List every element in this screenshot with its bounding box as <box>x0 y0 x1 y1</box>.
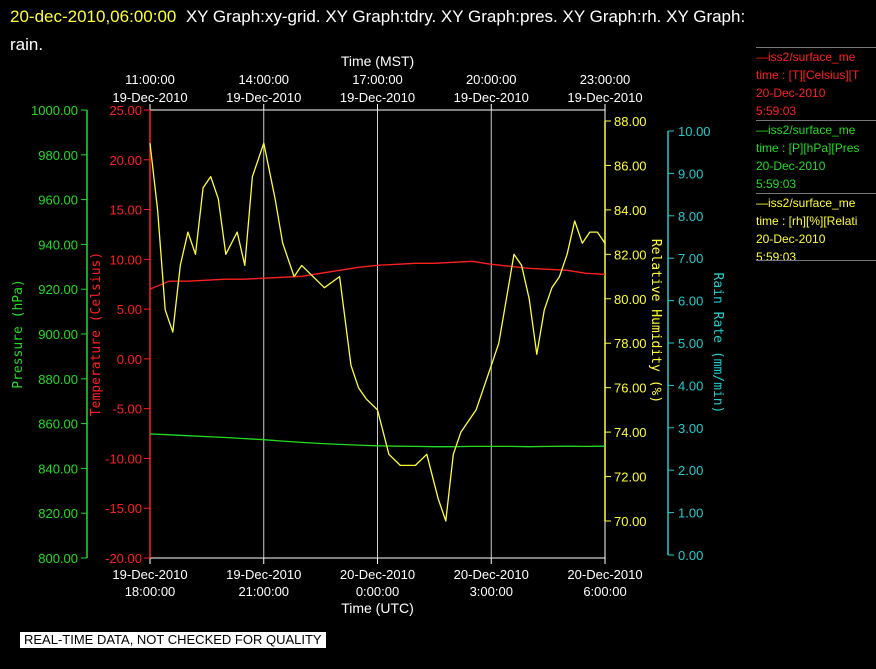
x-tick-label-top-time: 20:00:00 <box>466 72 517 87</box>
temperature-tick-label: 10.00 <box>109 252 142 267</box>
x-tick-label-bottom-date: 19-Dec-2010 <box>226 567 301 582</box>
rain-tick-label: 10.00 <box>678 124 711 139</box>
x-tick-label-bottom-date: 20-Dec-2010 <box>340 567 415 582</box>
legend-entry-1-line4: 5:59:03 <box>756 104 797 118</box>
rh-axis-title: Relative Humidity (%) <box>648 239 663 403</box>
x-tick-label-bottom-date: 20-Dec-2010 <box>567 567 642 582</box>
rh-tick-label: 84.00 <box>614 203 647 218</box>
legend-entry-1-line3: 20-Dec-2010 <box>756 86 826 100</box>
quality-note: REAL-TIME DATA, NOT CHECKED FOR QUALITY <box>20 632 326 648</box>
x-tick-label-bottom-time: 6:00:00 <box>583 584 626 599</box>
rain-tick-label: 0.00 <box>678 548 703 563</box>
legend-entry-1-line1: —iss2/surface_me <box>756 50 856 64</box>
pressure-tick-label: 880.00 <box>38 372 78 387</box>
x-axis-label-top: Time (MST) <box>341 53 414 69</box>
x-tick-label-top-date: 19-Dec-2010 <box>226 90 301 105</box>
rh-tick-label: 78.00 <box>614 336 647 351</box>
rain-axis-title: Rain Rate (mm/min) <box>710 273 725 414</box>
x-tick-label-top-date: 19-Dec-2010 <box>112 90 187 105</box>
pressure-tick-label: 860.00 <box>38 417 78 432</box>
header-title-line1: XY Graph:xy-grid. XY Graph:tdry. XY Grap… <box>185 7 746 26</box>
temperature-axis-title: Temperature (Celsius) <box>89 252 104 416</box>
temperature-tick-label: -10.00 <box>105 451 142 466</box>
x-tick-label-top-date: 19-Dec-2010 <box>340 90 415 105</box>
pressure-tick-label: 840.00 <box>38 461 78 476</box>
legend-separator <box>756 120 876 121</box>
legend-entry-3-line4: 5:59:03 <box>756 250 797 264</box>
temperature-tick-label: -15.00 <box>105 501 142 516</box>
x-tick-label-bottom-time: 0:00:00 <box>356 584 399 599</box>
pressure-tick-label: 800.00 <box>38 551 78 566</box>
graph-header: 20-dec-2010,06:00:00 XY Graph:xy-grid. X… <box>10 3 870 59</box>
header-title-line2: rain. <box>10 35 44 54</box>
legend-entry-3-line2: time : [rh][%][Relati <box>756 214 858 228</box>
legend-entry-2-line1: —iss2/surface_me <box>756 123 856 137</box>
rh-tick-label: 76.00 <box>614 381 647 396</box>
rh-tick-label: 72.00 <box>614 470 647 485</box>
temperature-tick-label: 5.00 <box>117 302 142 317</box>
legend-entry-2-line4: 5:59:03 <box>756 177 797 191</box>
rain-tick-label: 4.00 <box>678 378 703 393</box>
pressure-axis-title: Pressure (hPa) <box>11 279 26 389</box>
legend-entry-3-line1: —iss2/surface_me <box>756 196 856 210</box>
legend-entry-3-line3: 20-Dec-2010 <box>756 232 826 246</box>
temperature-tick-label: 15.00 <box>109 203 142 218</box>
x-axis-label-bottom: Time (UTC) <box>341 600 414 616</box>
header-datetime: 20-dec-2010,06:00:00 <box>10 7 177 26</box>
rain-tick-label: 1.00 <box>678 506 703 521</box>
rain-tick-label: 9.00 <box>678 166 703 181</box>
rh-tick-label: 74.00 <box>614 425 647 440</box>
pressure-tick-label: 920.00 <box>38 282 78 297</box>
rain-tick-label: 2.00 <box>678 463 703 478</box>
x-tick-label-top-time: 11:00:00 <box>125 72 175 87</box>
rain-tick-label: 5.00 <box>678 336 703 351</box>
legend-separator <box>756 260 876 261</box>
temperature-series-line <box>149 260 606 290</box>
rain-tick-label: 3.00 <box>678 421 703 436</box>
x-tick-label-bottom-time: 21:00:00 <box>238 584 289 599</box>
rh-tick-label: 70.00 <box>614 514 647 529</box>
x-tick-label-bottom-date: 20-Dec-2010 <box>454 567 529 582</box>
x-tick-label-bottom-time: 3:00:00 <box>470 584 513 599</box>
x-tick-label-top-date: 19-Dec-2010 <box>567 90 642 105</box>
legend-separator <box>756 193 876 194</box>
rh-tick-label: 80.00 <box>614 292 647 307</box>
legend-entry-2-line2: time : [P][hPa][Pres <box>756 141 860 155</box>
rh-tick-label: 82.00 <box>614 247 647 262</box>
x-tick-label-top-date: 19-Dec-2010 <box>454 90 529 105</box>
x-tick-label-top-time: 14:00:00 <box>238 72 289 87</box>
pressure-tick-label: 820.00 <box>38 506 78 521</box>
pressure-tick-label: 960.00 <box>38 193 78 208</box>
pressure-tick-label: 900.00 <box>38 327 78 342</box>
temperature-tick-label: 0.00 <box>117 352 142 367</box>
rain-tick-label: 7.00 <box>678 251 703 266</box>
rain-tick-label: 8.00 <box>678 209 703 224</box>
x-tick-label-top-time: 23:00:00 <box>580 72 631 87</box>
temperature-tick-label: -20.00 <box>105 551 142 566</box>
legend-separator <box>756 47 876 48</box>
rain-tick-label: 6.00 <box>678 294 703 309</box>
x-tick-label-bottom-date: 19-Dec-2010 <box>112 567 187 582</box>
x-tick-label-top-time: 17:00:00 <box>352 72 403 87</box>
temperature-tick-label: 20.00 <box>109 153 142 168</box>
rh-tick-label: 88.00 <box>614 114 647 129</box>
pressure-series-line <box>149 433 606 448</box>
rh-tick-label: 86.00 <box>614 158 647 173</box>
rh-series-line <box>149 142 606 522</box>
temperature-tick-label: -5.00 <box>112 402 142 417</box>
pressure-tick-label: 980.00 <box>38 148 78 163</box>
pressure-tick-label: 1000.00 <box>31 103 78 118</box>
legend-entry-1-line2: time : [T][Celsius][T <box>756 68 860 82</box>
x-tick-label-bottom-time: 18:00:00 <box>125 584 176 599</box>
legend-entry-2-line3: 20-Dec-2010 <box>756 159 826 173</box>
pressure-tick-label: 940.00 <box>38 237 78 252</box>
temperature-tick-label: 25.00 <box>109 103 142 118</box>
